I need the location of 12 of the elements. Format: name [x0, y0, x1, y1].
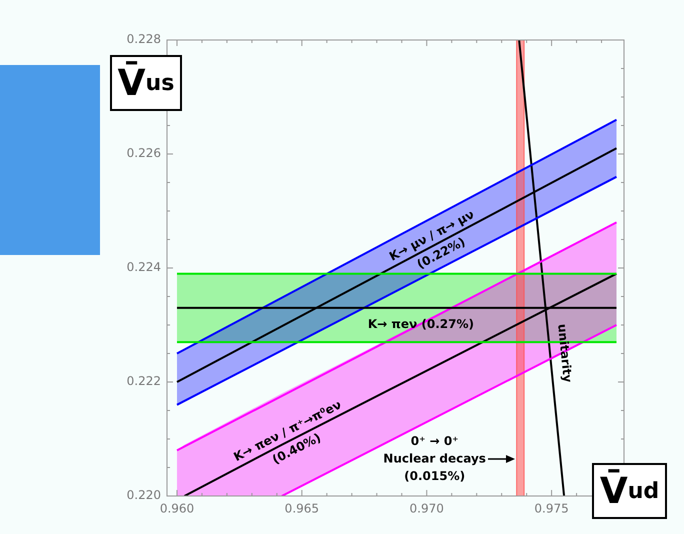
x-tick-label: 0.960 — [160, 501, 194, 516]
x-tick-label: 0.970 — [410, 501, 444, 516]
band-label: 0⁺ → 0⁺ Nuclear decays (0.015%) — [383, 434, 486, 484]
y-tick-label: 0.220 — [126, 488, 161, 502]
text: unitarity — [555, 323, 575, 384]
y-tick-label: 0.226 — [126, 146, 161, 160]
series-label: K→ πeν (0.27%) — [368, 317, 474, 332]
y-tick-label: 0.222 — [126, 374, 161, 388]
y-tick-label: 0.224 — [126, 260, 161, 274]
x-tick-label: 0.965 — [284, 501, 320, 516]
x-tick-label: 0.975 — [534, 501, 569, 516]
y-tick-label: 0.228 — [126, 32, 161, 46]
